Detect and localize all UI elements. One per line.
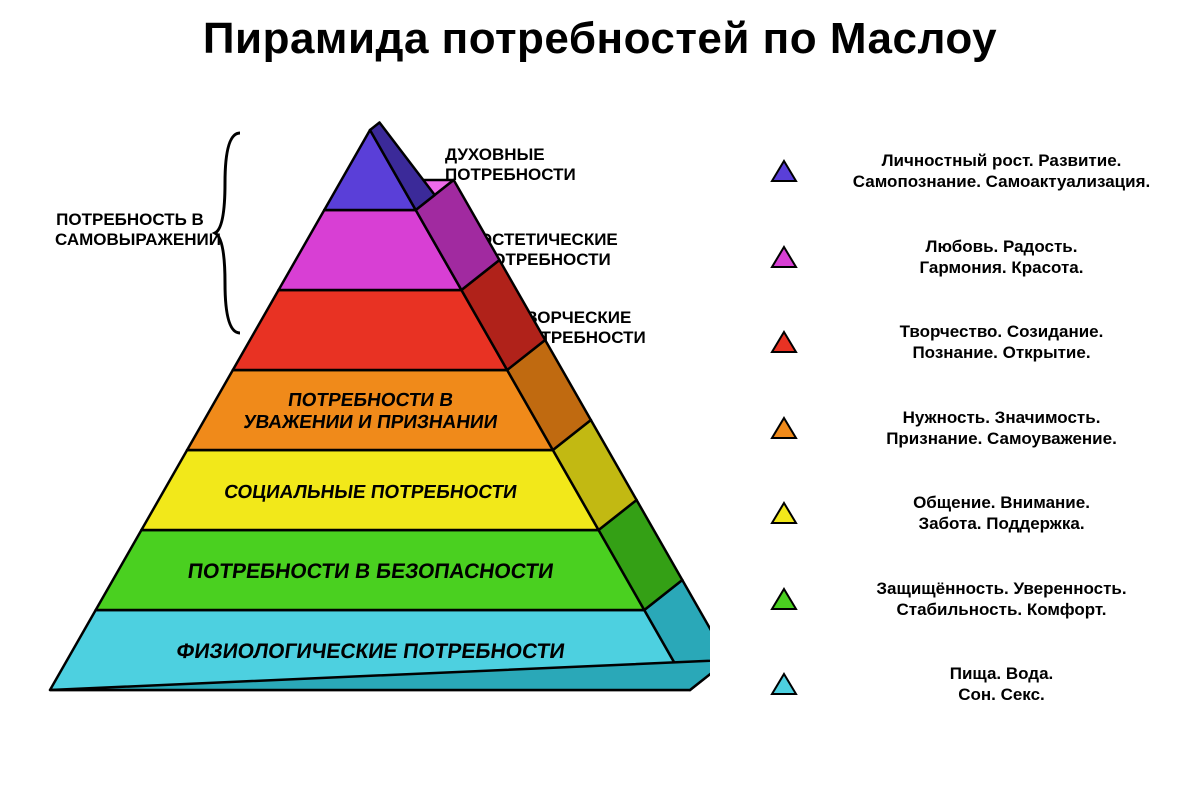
legend-text-l1: Защищённость. Уверенность. <box>876 579 1126 598</box>
legend-triangle-icon <box>770 330 798 354</box>
legend-text-l2: Признание. Самоуважение. <box>886 429 1117 448</box>
legend-triangle-icon <box>770 416 798 440</box>
legend-text-l1: Общение. Внимание. <box>913 493 1090 512</box>
svg-text:СОЦИАЛЬНЫЕ ПОТРЕБНОСТИ: СОЦИАЛЬНЫЕ ПОТРЕБНОСТИ <box>223 482 519 503</box>
legend-text-l1: Личностный рост. Развитие. <box>882 151 1122 170</box>
legend-row-5: Защищённость. Уверенность. Стабильность.… <box>770 578 1170 621</box>
legend: Личностный рост. Развитие. Самопознание.… <box>770 150 1170 706</box>
legend-row-0: Личностный рост. Развитие. Самопознание.… <box>770 150 1170 193</box>
legend-text-l1: Творчество. Созидание. <box>900 322 1104 341</box>
legend-text-l2: Гармония. Красота. <box>920 258 1084 277</box>
legend-text-l2: Самопознание. Самоактуализация. <box>853 172 1150 191</box>
legend-triangle-icon <box>770 245 798 269</box>
legend-triangle-icon <box>770 501 798 525</box>
legend-triangle-icon <box>770 159 798 183</box>
svg-text:ФИЗИОЛОГИЧЕСКИЕ ПОТРЕБНОСТИ: ФИЗИОЛОГИЧЕСКИЕ ПОТРЕБНОСТИ <box>175 640 566 663</box>
svg-text:ПОТРЕБНОСТИ В БЕЗОПАСНОСТИ: ПОТРЕБНОСТИ В БЕЗОПАСНОСТИ <box>186 560 555 583</box>
legend-text-l2: Забота. Поддержка. <box>918 514 1084 533</box>
legend-text-l1: Любовь. Радость. <box>926 237 1078 256</box>
legend-text: Общение. Внимание. Забота. Поддержка. <box>833 492 1170 535</box>
legend-text-l2: Сон. Секс. <box>958 685 1045 704</box>
legend-text: Личностный рост. Развитие. Самопознание.… <box>833 150 1170 193</box>
legend-text: Защищённость. Уверенность. Стабильность.… <box>833 578 1170 621</box>
legend-text-l2: Познание. Открытие. <box>912 343 1090 362</box>
legend-text-l1: Пища. Вода. <box>950 664 1054 683</box>
legend-text: Любовь. Радость. Гармония. Красота. <box>833 236 1170 279</box>
legend-text-l2: Стабильность. Комфорт. <box>896 600 1106 619</box>
legend-row-4: Общение. Внимание. Забота. Поддержка. <box>770 492 1170 535</box>
legend-text: Пища. Вода. Сон. Секс. <box>833 663 1170 706</box>
svg-text:ПОТРЕБНОСТИ В: ПОТРЕБНОСТИ В <box>287 390 455 411</box>
legend-row-2: Творчество. Созидание. Познание. Открыти… <box>770 321 1170 364</box>
infographic-root: Пирамида потребностей по Маслоу ПОТРЕБНО… <box>0 0 1200 790</box>
svg-text:УВАЖЕНИИ И ПРИЗНАНИИ: УВАЖЕНИИ И ПРИЗНАНИИ <box>242 412 499 433</box>
legend-text-l1: Нужность. Значимость. <box>903 408 1101 427</box>
page-title: Пирамида потребностей по Маслоу <box>0 14 1200 64</box>
legend-text: Творчество. Созидание. Познание. Открыти… <box>833 321 1170 364</box>
legend-row-1: Любовь. Радость. Гармония. Красота. <box>770 236 1170 279</box>
legend-text: Нужность. Значимость. Признание. Самоува… <box>833 407 1170 450</box>
legend-triangle-icon <box>770 672 798 696</box>
legend-row-3: Нужность. Значимость. Признание. Самоува… <box>770 407 1170 450</box>
pyramid-diagram: ФИЗИОЛОГИЧЕСКИЕ ПОТРЕБНОСТИ ПОТРЕБНОСТИ В… <box>30 120 710 760</box>
legend-row-6: Пища. Вода. Сон. Секс. <box>770 663 1170 706</box>
legend-triangle-icon <box>770 587 798 611</box>
